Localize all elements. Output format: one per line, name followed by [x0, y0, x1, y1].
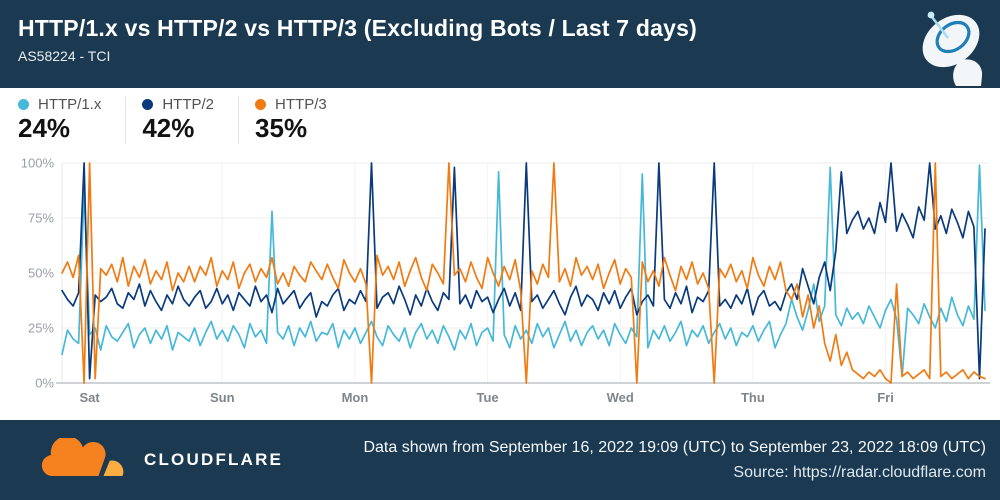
- x-tick-label: Mon: [342, 390, 369, 405]
- cloudflare-cloud-icon: [41, 438, 124, 476]
- x-tick-label: Thu: [741, 390, 765, 405]
- legend-item-http2[interactable]: HTTP/2 42%: [142, 96, 240, 144]
- line-chart: 0% 25% 50% 75% 100% Sat Sun Mon Tue Wed Thu Fri: [21, 156, 990, 405]
- y-tick-label: 25%: [28, 321, 54, 336]
- legend-item-http1x[interactable]: HTTP/1.x 24%: [18, 96, 127, 144]
- y-tick-label: 50%: [28, 266, 54, 281]
- x-tick-label: Sat: [80, 390, 101, 405]
- cloud-main: [41, 438, 106, 476]
- cloud-sun: [103, 460, 124, 476]
- x-tick-label: Sun: [210, 390, 235, 405]
- radar-satellite-dish-icon: [922, 11, 983, 86]
- y-tick-label: 75%: [28, 211, 54, 226]
- date-range-text: Data shown from September 16, 2022 19:09…: [363, 439, 986, 456]
- cloudflare-logo: CLOUDFLARE: [40, 438, 283, 482]
- legend-label: HTTP/3: [275, 96, 327, 113]
- dish-stand: [953, 59, 983, 86]
- legend-value: 42%: [142, 113, 195, 143]
- dish-body: [922, 14, 980, 68]
- series-line-http2: [61, 162, 986, 380]
- legend-label: HTTP/2: [162, 96, 215, 113]
- header: HTTP/1.x vs HTTP/2 vs HTTP/3 (Excluding …: [0, 0, 1000, 88]
- legend-value: 35%: [255, 113, 308, 143]
- cloudflare-wordmark: CLOUDFLARE: [144, 450, 284, 469]
- legend: HTTP/1.x 24% HTTP/2 42% HTTP/3 35%: [18, 96, 1000, 144]
- http2-color-dot: [142, 99, 154, 110]
- http1x-color-dot: [18, 99, 29, 110]
- source-url-text: Source: https://radar.cloudflare.com: [733, 464, 986, 481]
- page-subtitle: AS58224 - TCI: [18, 48, 111, 64]
- dish-feed-arm: [930, 16, 950, 39]
- x-tick-label: Fri: [877, 390, 894, 405]
- x-tick-label: Wed: [607, 390, 634, 405]
- series-line-http3: [61, 162, 986, 384]
- x-tick-label: Tue: [476, 390, 498, 405]
- dish-feed-tip: [927, 11, 935, 19]
- y-tick-label: 100%: [21, 156, 55, 171]
- y-tick-label: 0%: [35, 376, 54, 391]
- page-title: HTTP/1.x vs HTTP/2 vs HTTP/3 (Excluding …: [18, 15, 697, 41]
- legend-item-http3[interactable]: HTTP/3 35%: [255, 96, 351, 144]
- chart-area: HTTP/1.x 24% HTTP/2 42% HTTP/3 35% 0% 25%…: [0, 88, 1000, 420]
- footer-text: Data shown from September 16, 2022 19:09…: [363, 435, 986, 485]
- legend-label: HTTP/1.x: [38, 96, 102, 113]
- footer: CLOUDFLARE Data shown from September 16,…: [0, 420, 1000, 500]
- http3-color-dot: [255, 99, 267, 110]
- legend-value: 24%: [18, 113, 71, 143]
- dish-ring: [935, 20, 971, 54]
